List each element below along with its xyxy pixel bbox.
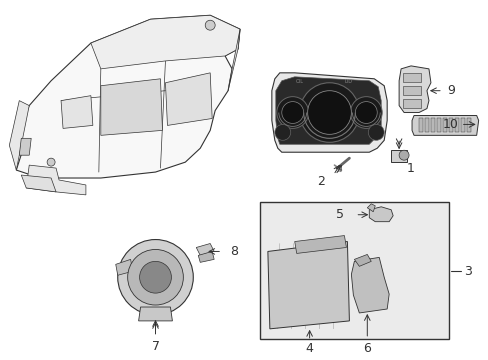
Circle shape <box>127 249 183 305</box>
Polygon shape <box>116 260 132 275</box>
Bar <box>460 118 464 132</box>
Circle shape <box>299 83 359 142</box>
Polygon shape <box>227 29 240 91</box>
Polygon shape <box>294 235 346 253</box>
Polygon shape <box>351 257 388 313</box>
Circle shape <box>139 261 171 293</box>
Circle shape <box>276 96 308 129</box>
Polygon shape <box>9 100 29 170</box>
Text: 6: 6 <box>363 342 370 355</box>
Text: 1: 1 <box>406 162 414 175</box>
Circle shape <box>47 158 55 166</box>
Text: OIL: OIL <box>295 79 303 84</box>
Bar <box>424 118 428 132</box>
Bar <box>442 118 447 132</box>
Bar <box>436 118 441 132</box>
Polygon shape <box>61 96 93 129</box>
Bar <box>448 118 452 132</box>
Polygon shape <box>138 307 172 321</box>
Bar <box>260 202 448 339</box>
Polygon shape <box>16 15 240 178</box>
Circle shape <box>307 91 351 134</box>
Bar <box>454 118 458 132</box>
Circle shape <box>205 20 215 30</box>
Circle shape <box>350 96 382 129</box>
Bar <box>402 86 420 95</box>
Circle shape <box>118 239 193 315</box>
Polygon shape <box>19 138 31 155</box>
Polygon shape <box>198 251 214 262</box>
Text: 5: 5 <box>336 208 344 221</box>
Text: 10: 10 <box>442 118 458 131</box>
Polygon shape <box>165 73 212 125</box>
Circle shape <box>398 150 408 160</box>
Text: 8: 8 <box>230 245 238 258</box>
Polygon shape <box>271 73 386 152</box>
Circle shape <box>367 125 384 140</box>
Circle shape <box>274 125 290 140</box>
Polygon shape <box>196 243 214 255</box>
Polygon shape <box>267 242 349 329</box>
Polygon shape <box>354 255 370 266</box>
Circle shape <box>281 102 303 123</box>
Bar <box>402 99 420 108</box>
Bar <box>430 118 434 132</box>
Bar <box>418 118 423 132</box>
Polygon shape <box>91 15 240 69</box>
Text: 4: 4 <box>305 342 313 355</box>
Polygon shape <box>390 150 406 162</box>
Text: 9: 9 <box>446 84 454 97</box>
Polygon shape <box>366 204 374 212</box>
Polygon shape <box>101 79 162 135</box>
Text: 2: 2 <box>317 175 325 189</box>
Circle shape <box>355 102 376 123</box>
Text: LID: LID <box>344 79 352 84</box>
Polygon shape <box>26 165 86 195</box>
Polygon shape <box>368 207 392 222</box>
Polygon shape <box>275 77 381 144</box>
Bar <box>466 118 470 132</box>
Polygon shape <box>21 175 56 192</box>
Text: 7: 7 <box>151 340 159 353</box>
Bar <box>402 73 420 82</box>
Polygon shape <box>411 116 478 135</box>
Text: 3: 3 <box>463 265 470 278</box>
Polygon shape <box>398 66 430 113</box>
